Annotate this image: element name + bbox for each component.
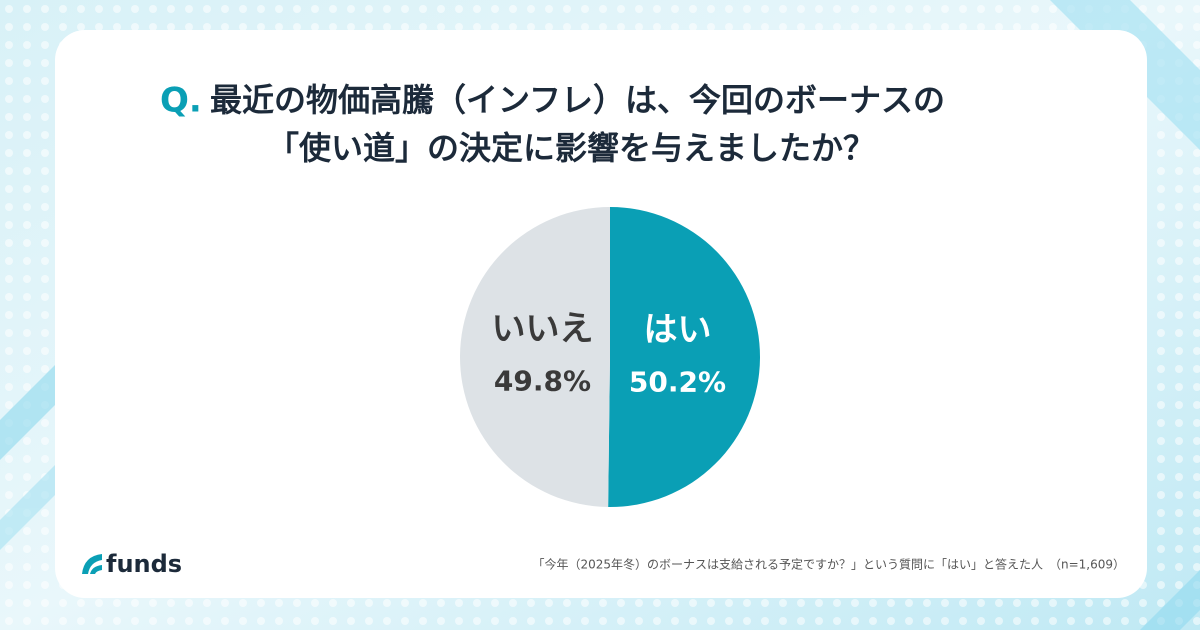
brand-logo: funds [106,550,182,578]
slice-value-label: 50.2% [629,365,726,398]
pie-slice [459,207,610,507]
pie-slice [608,207,760,507]
footnote: 「今年（2025年冬）のボーナスは支給される予定ですか？」という質問に「はい」と… [532,557,1125,572]
question-prefix: Q. [160,81,202,121]
logo: funds [82,550,182,578]
slice-category-label: いいえ [492,309,594,349]
chart-title: 「使い道」の決定に影響を与えましたか？ [267,129,875,167]
chart-title: 最近の物価高騰（インフレ）は、今回のボーナスの [210,81,945,119]
slice-category-label: はい [643,310,711,350]
slice-value-label: 49.8% [494,365,591,398]
